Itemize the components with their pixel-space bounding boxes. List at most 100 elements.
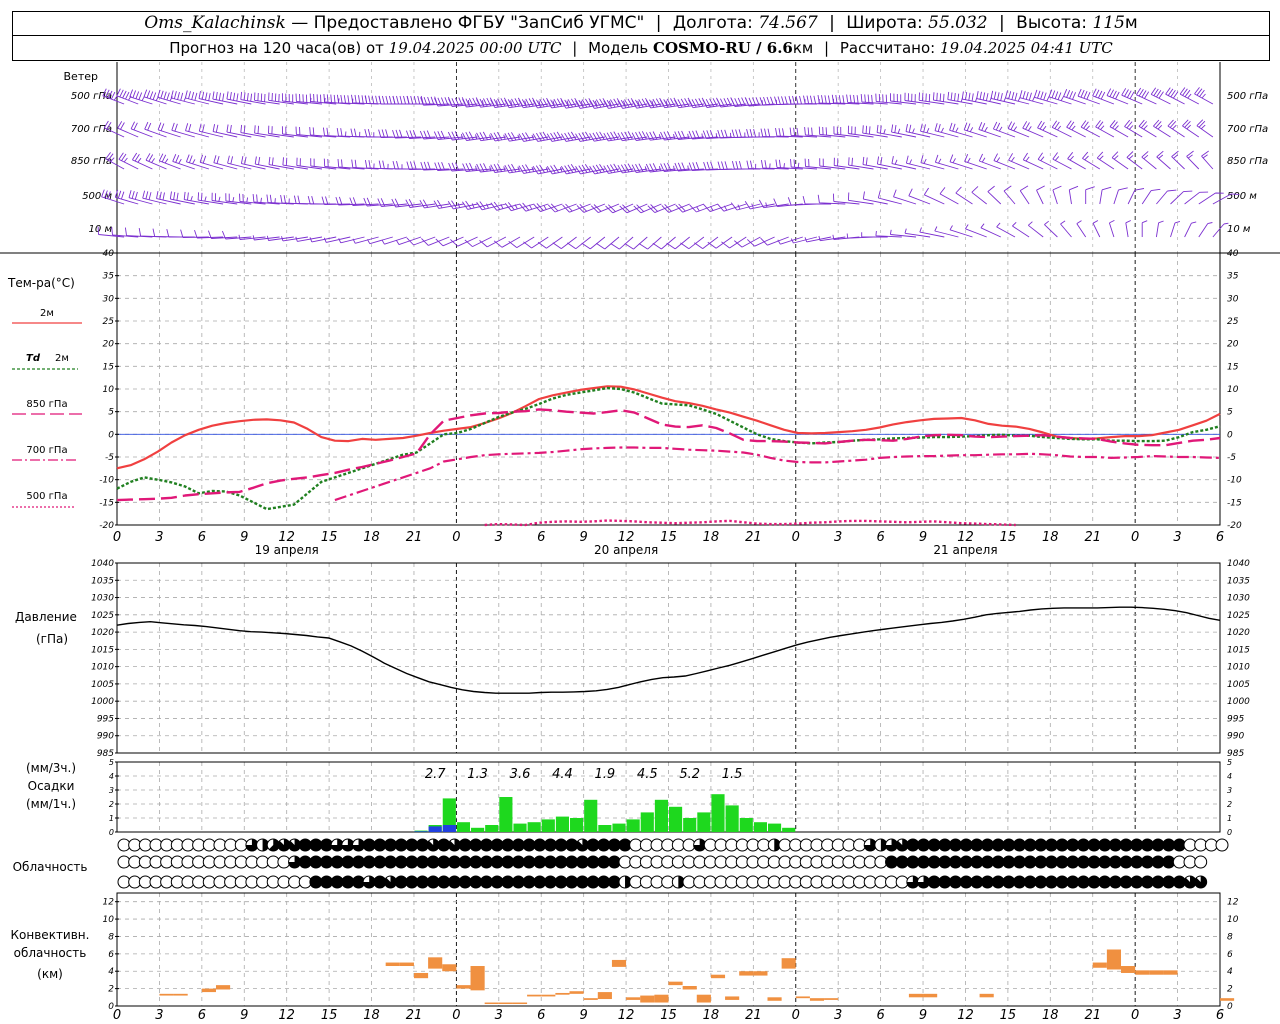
precip-conv-bar-21	[414, 831, 428, 832]
conv-tick-left-12: 12	[103, 898, 115, 908]
wind-barb-4-7	[194, 229, 224, 239]
wind-barb-4-37	[624, 236, 648, 250]
precip-bar-44	[739, 818, 753, 832]
wind-barb-3-19	[363, 197, 393, 207]
temp-hour-66: 18	[1042, 530, 1059, 545]
wind-barb-4-13	[281, 236, 308, 242]
precip-sum-0: 2.7	[425, 767, 446, 782]
wind-level-left-3: 500 м	[82, 191, 112, 202]
cloud-0-103	[1215, 838, 1229, 852]
wind-barb-3-37	[619, 203, 648, 214]
wind-barb-3-7	[197, 192, 224, 205]
wind-barb-1-6	[185, 123, 210, 138]
cloud-0-13-fill	[262, 839, 269, 851]
wind-barb-3-58	[923, 187, 945, 205]
wind-barb-1-26	[462, 131, 492, 141]
conv-seg-48	[795, 996, 810, 999]
wind-barb-4-49	[790, 236, 818, 244]
temp-tick-left-5: 5	[108, 408, 114, 418]
wind-barb-4-57	[904, 228, 931, 238]
wind-barb-4-9	[221, 230, 252, 240]
pres-tick-right-1015: 1015	[1227, 645, 1250, 655]
wind-barb-2-12	[268, 156, 294, 170]
wind-barb-2-3	[145, 153, 167, 170]
wind-barb-1-11	[254, 125, 280, 138]
wind-barb-3-5	[169, 191, 195, 205]
wind-barb-0-11	[254, 92, 280, 105]
wind-barb-1-61	[963, 122, 987, 138]
wind-barb-4-33	[567, 236, 591, 250]
wind-barb-4-18	[352, 236, 379, 244]
temp-hour-63: 15	[1000, 530, 1017, 545]
precip-bar-47	[782, 827, 796, 832]
conv-hour-6: 6	[198, 1008, 206, 1023]
precip-bar-40	[683, 818, 697, 832]
wind-barb-4-58	[919, 227, 945, 238]
wind-barb-1-1	[117, 121, 139, 138]
conv-seg-44	[739, 971, 754, 976]
temp-tick-left-20: 20	[103, 340, 115, 350]
cloud-2-74	[906, 875, 920, 889]
wind-barb-1-21	[392, 129, 422, 139]
conv-tick-right-2: 2	[1227, 985, 1233, 995]
temp-tick-right--5: -5	[1227, 453, 1236, 463]
wind-barb-3-61	[971, 186, 987, 205]
wind-barb-0-64	[1005, 90, 1030, 105]
wind-barb-1-7	[198, 123, 224, 138]
wind-barb-4-71	[1125, 220, 1131, 238]
wind-barb-4-24	[435, 236, 464, 247]
temp-tick-right-0: 0	[1227, 430, 1233, 440]
wind-barb-0-65	[1019, 90, 1044, 105]
wind-barb-1-62	[978, 122, 1001, 138]
temp-hour-27: 3	[495, 530, 503, 545]
cloud-2-101	[1194, 875, 1208, 889]
wind-barb-4-14	[295, 236, 323, 242]
wind-barb-4-66	[1044, 220, 1058, 238]
wind-barb-2-45	[731, 160, 761, 170]
forecast-label: Прогноз на 120 часа(ов) от	[169, 39, 384, 57]
conv-seg-56	[908, 993, 924, 998]
temp-hour-6: 6	[198, 530, 206, 545]
forecast-time: 19.04.2025 00:00 UTC	[388, 39, 562, 57]
wind-level-left-2: 850 гПа	[71, 156, 112, 167]
wind-level-left-1: 700 гПа	[71, 124, 112, 135]
wind-barb-4-59	[934, 226, 959, 238]
conv-seg-57	[923, 993, 938, 998]
wind-barb-3-74	[1170, 190, 1193, 205]
wind-barb-2-21	[392, 160, 421, 170]
wind-barb-2-63	[993, 153, 1016, 170]
wind-barb-1-43	[702, 130, 733, 139]
wind-barb-4-48	[777, 236, 803, 245]
wind-barb-4-65	[1028, 221, 1044, 238]
prec-tick-left-0: 0	[109, 828, 114, 837]
wind-barb-0-12	[268, 92, 294, 105]
conv-seg-27	[498, 1002, 513, 1005]
conv-hour-24: 0	[452, 1008, 460, 1023]
pres-tick-left-1025: 1025	[91, 611, 114, 621]
conv-tick-left-2: 2	[108, 985, 114, 995]
temp-hour-72: 0	[1131, 530, 1139, 545]
conv-hour-48: 0	[792, 1008, 800, 1023]
precip-conv-bar-23	[442, 825, 456, 832]
wind-barb-2-40	[660, 162, 690, 172]
wind-barb-1-42	[688, 130, 719, 140]
wind-barb-0-25	[448, 97, 478, 107]
conv-seg-23	[442, 964, 457, 972]
conv-seg-4	[173, 993, 188, 996]
conv-seg-7	[215, 985, 231, 990]
wind-barb-4-29	[508, 236, 535, 248]
precip-bar-29	[527, 822, 541, 832]
pres-tick-right-1005: 1005	[1227, 680, 1250, 690]
cloud-1-101	[1194, 855, 1208, 869]
panel-frame	[116, 892, 1221, 1007]
wind-barb-4-8	[207, 230, 238, 239]
wind-barb-1-40	[660, 131, 690, 141]
precip-bar-24	[456, 822, 471, 832]
longitude-value: 74.567	[758, 13, 818, 33]
wind-barb-1-47	[760, 128, 789, 138]
wind-barb-2-8	[213, 155, 238, 170]
wind-barb-4-38	[638, 236, 662, 250]
temp-hour-39: 15	[660, 530, 677, 545]
wind-barb-0-44	[716, 97, 747, 108]
